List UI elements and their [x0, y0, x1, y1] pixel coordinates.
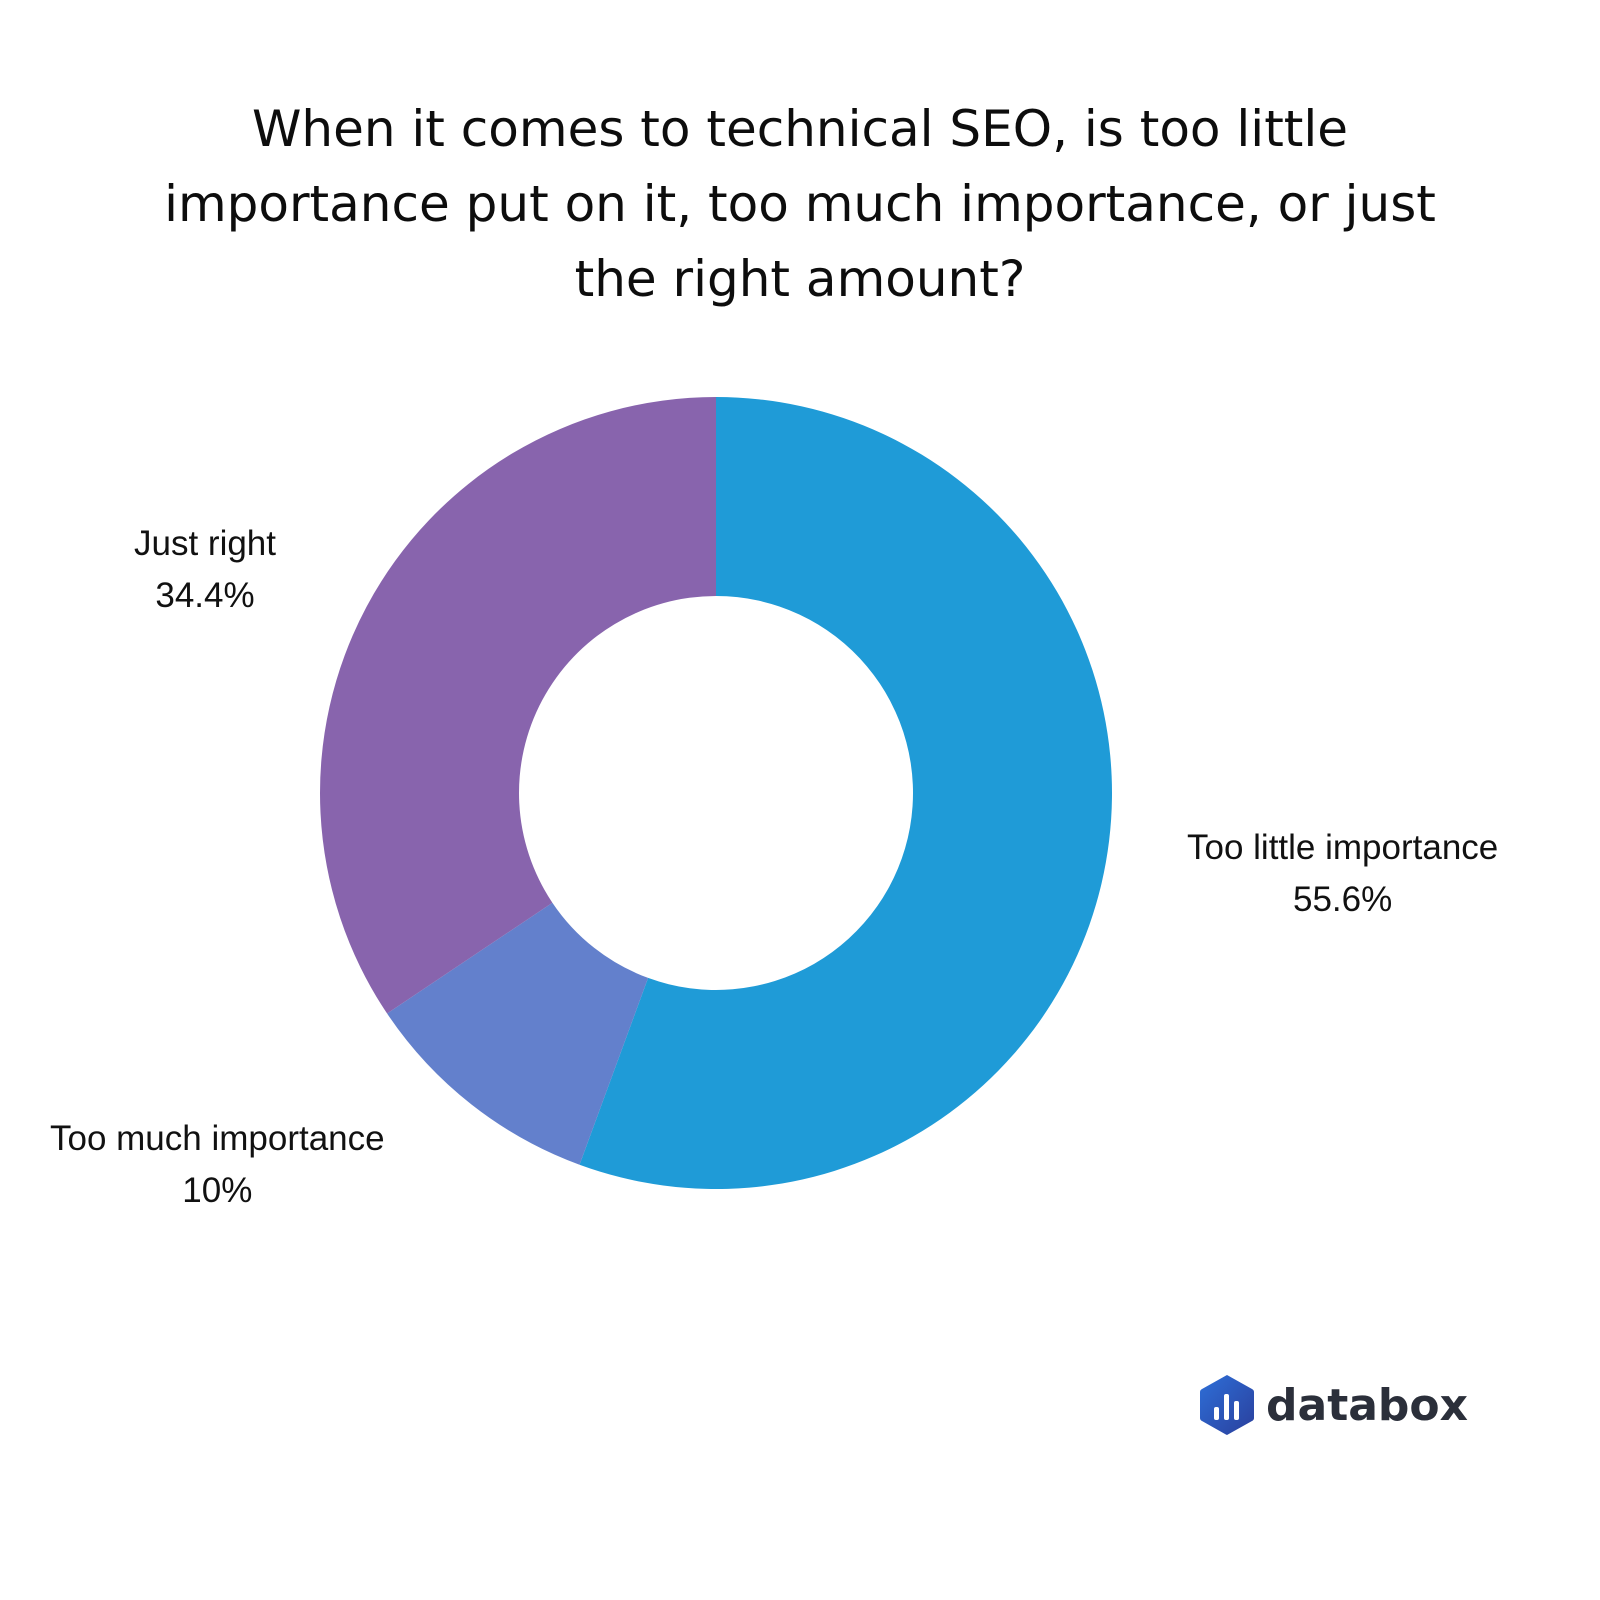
slice-label-name: Too much importance [50, 1119, 385, 1158]
databox-logo-icon [1200, 1375, 1254, 1435]
donut-slice-too-much-importance [387, 902, 649, 1165]
chart-title-line: importance put on it, too much importanc… [164, 175, 1436, 233]
chart-title-line: When it comes to technical SEO, is too l… [251, 100, 1349, 158]
chart-title-line: the right amount? [574, 250, 1026, 308]
donut-slice-just-right [319, 397, 716, 1014]
slice-label-name: Just right [134, 524, 276, 563]
databox-logo: databox [1200, 1373, 1468, 1437]
slice-label-too-much-importance: Too much importance 10% [50, 1113, 385, 1217]
donut-slice-too-little-importance [579, 397, 1112, 1190]
slice-label-value: 10% [182, 1171, 253, 1210]
chart-title: When it comes to technical SEO, is too l… [150, 92, 1450, 317]
slice-label-too-little-importance: Too little importance 55.6% [1187, 822, 1498, 926]
slice-label-value: 55.6% [1293, 880, 1393, 919]
slice-label-value: 34.4% [155, 576, 255, 615]
slice-label-just-right: Just right 34.4% [134, 518, 276, 622]
databox-logo-text: databox [1266, 1379, 1469, 1431]
slice-label-name: Too little importance [1187, 828, 1499, 867]
